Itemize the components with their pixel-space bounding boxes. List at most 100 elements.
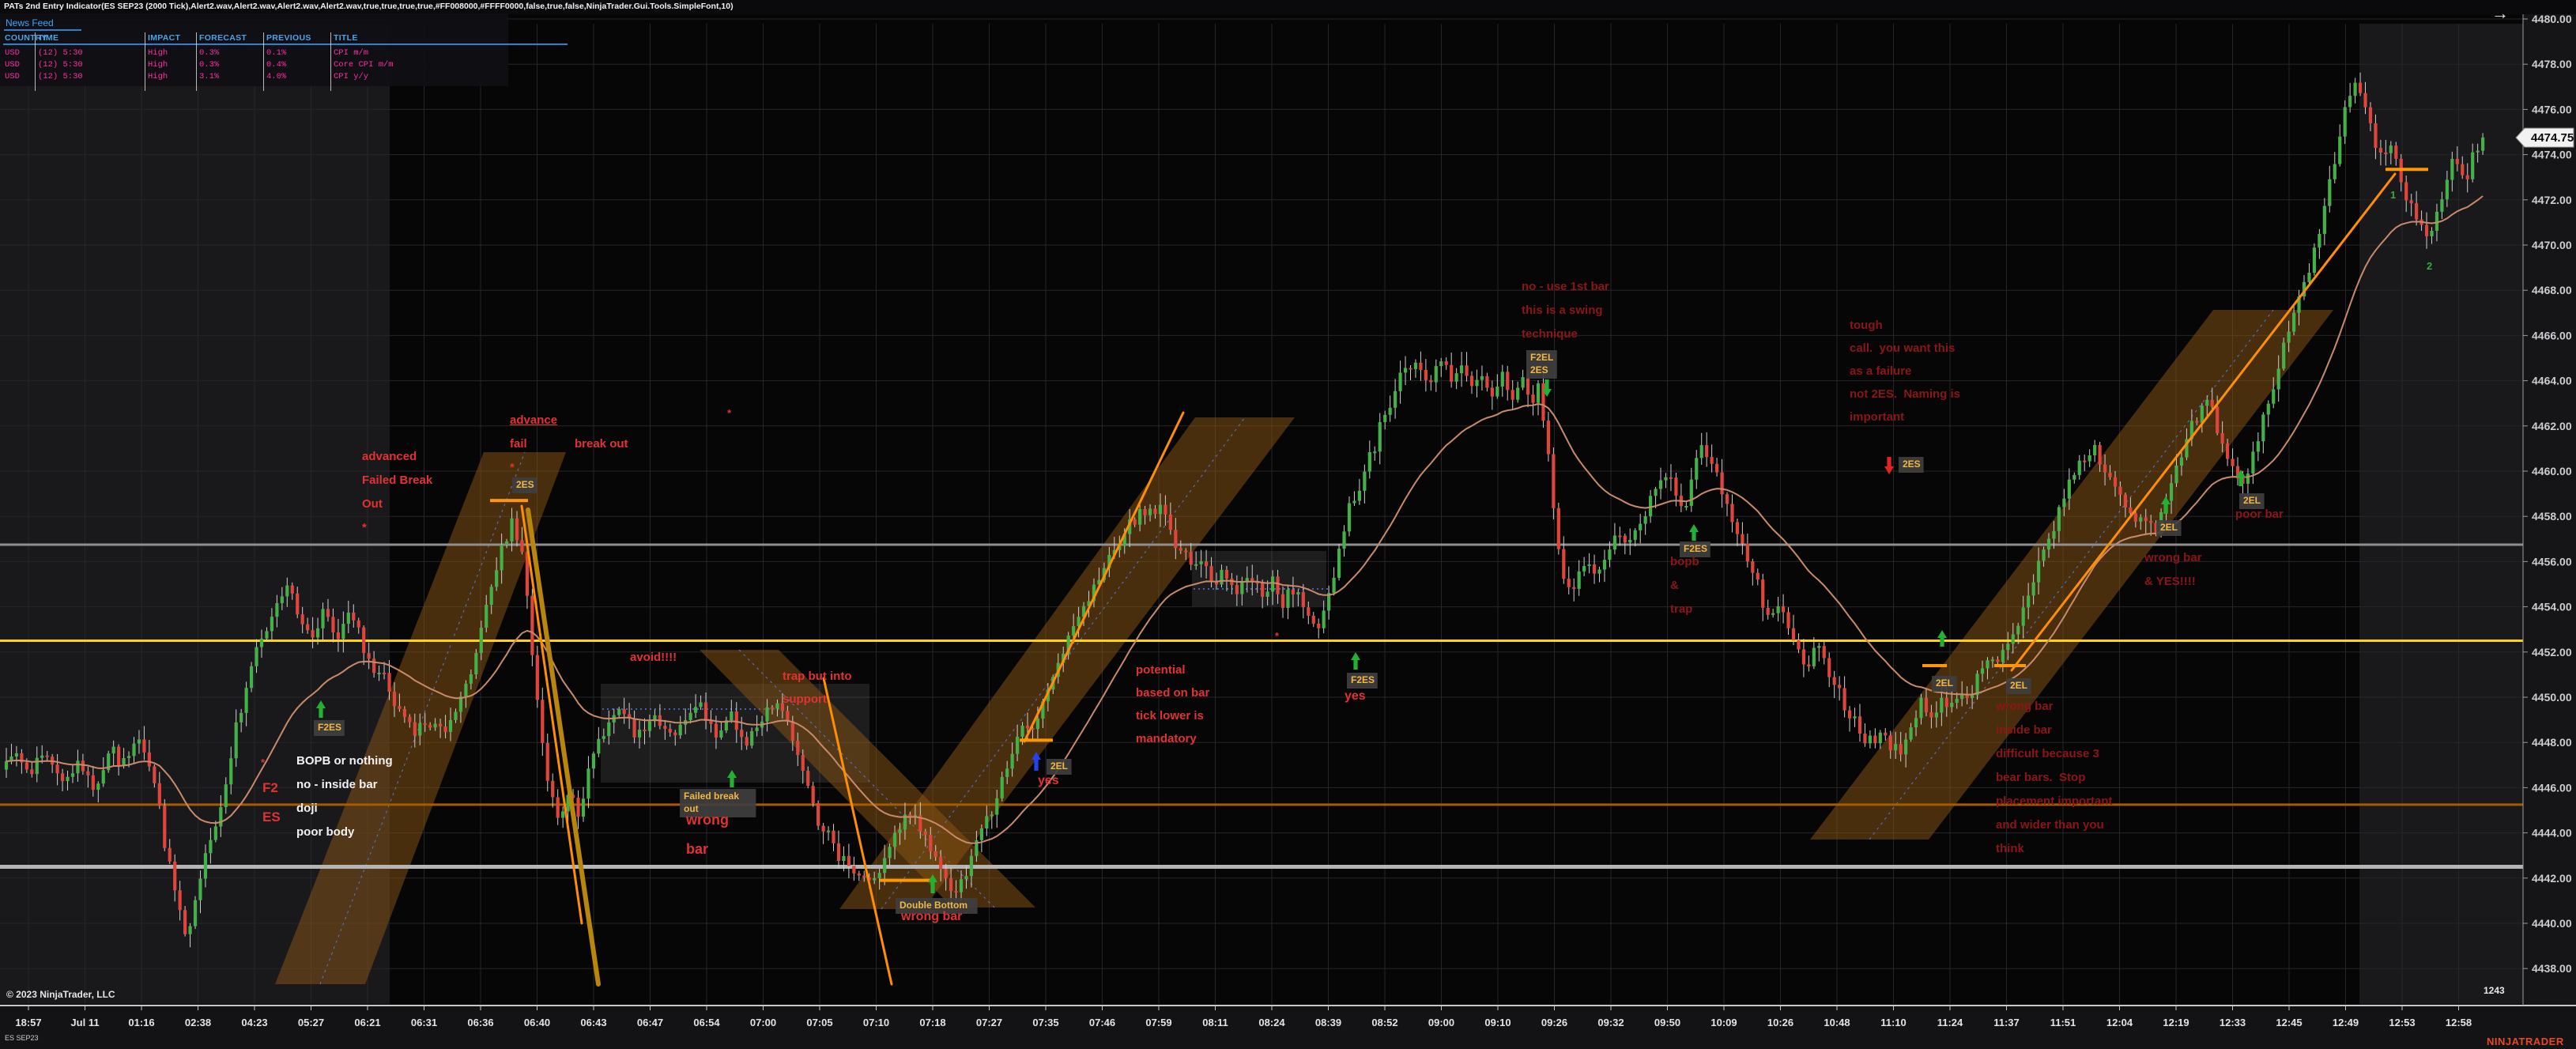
candlestick [4,760,9,770]
time-axis-label: 02:38 [185,1017,211,1028]
news-cell[interactable]: USD [5,48,20,58]
candlestick [637,730,642,738]
candlestick [1265,591,1269,597]
candlestick [132,743,136,757]
down-arrow-icon [1884,457,1894,474]
candlestick [1720,472,1724,495]
candlestick [903,814,907,830]
candlestick [91,775,95,791]
candlestick [1168,515,1172,530]
candlestick [2231,458,2235,466]
news-cell[interactable]: 0.3% [199,60,220,70]
axes[interactable]: 4480.00 4478.00 4476.00 4474.00 4472.00 4470.… [0,13,2576,1028]
annotation-text: * [261,757,266,768]
candlestick [275,603,279,617]
news-cell[interactable]: 3.1% [199,72,220,81]
candlestick [990,814,994,817]
news-cell[interactable]: (12) 5:30 [38,60,83,70]
candlestick [2358,82,2363,93]
candlestick [428,725,432,728]
news-cell[interactable]: High [148,72,168,81]
candlestick [892,832,897,847]
candlestick [2322,206,2326,234]
time-axis-label: 07:00 [750,1017,776,1028]
candlestick [209,840,213,854]
news-cell[interactable]: USD [5,60,20,70]
candlestick [995,798,999,815]
candlestick [734,711,738,730]
candlestick [1230,578,1234,586]
candlestick [2031,582,2035,596]
news-cell[interactable]: High [148,48,168,58]
news-feed-tab[interactable]: News Feed [6,17,54,28]
candlestick [602,736,605,739]
candlestick [939,856,943,870]
annotation-text: wrong bar [686,812,729,857]
candlestick [1000,776,1004,798]
candlestick [25,762,28,770]
candlestick [2440,199,2444,212]
candlestick [244,688,248,713]
candlestick [1710,457,1714,464]
candlestick [101,770,105,784]
time-axis-label: 12:45 [2276,1017,2302,1028]
candlestick [1699,445,1703,458]
candlestick [2338,136,2342,164]
news-cell[interactable]: 0.1% [266,48,287,58]
candlestick [1092,584,1096,602]
news-cell[interactable]: 0.4% [266,60,287,70]
candlestick [908,814,912,818]
candlestick [1986,660,1990,669]
candlestick [1919,697,1923,719]
candlestick [1307,607,1311,616]
news-cell[interactable]: 0.3% [199,48,220,58]
candlestick [1317,623,1321,628]
price-axis-label: 4450.00 [2532,691,2572,704]
news-column-header: FORECAST [199,33,247,43]
news-cell[interactable]: CPI m/m [334,48,369,58]
candlestick [1383,414,1387,422]
candlestick [2297,296,2301,313]
candlestick [198,878,202,900]
candlestick [2226,443,2230,459]
candlestick [290,585,294,594]
news-cell[interactable]: 4.0% [266,72,287,81]
candlestick [1674,477,1678,496]
news-cell[interactable]: CPI y/y [334,72,369,81]
news-cell[interactable]: High [148,60,168,70]
time-axis-label: 12:58 [2446,1017,2472,1028]
candlestick [561,811,565,818]
candlestick [607,722,611,737]
trendline [1023,411,1185,743]
candlesticks [4,72,2485,948]
news-cell[interactable]: (12) 5:30 [38,72,83,81]
time-axis-label: 10:09 [1710,1017,1737,1028]
candlestick [545,742,549,781]
indicator-title: PATs 2nd Entry Indicator(ES SEP23 (2000 … [4,2,734,11]
news-cell[interactable]: (12) 5:30 [38,48,83,58]
candlestick [520,540,524,553]
price-axis-label: 4468.00 [2532,284,2572,296]
candlestick [9,756,13,761]
session-band [2359,24,2523,1004]
candlestick [1122,534,1126,546]
candlestick [1235,585,1239,594]
news-cell[interactable]: USD [5,72,20,81]
candlestick [1495,386,1499,397]
candlestick [1097,579,1101,585]
candlestick [1240,582,1244,594]
candlestick [1817,646,1821,648]
candlestick [2481,137,2485,151]
news-column-separator [263,32,264,91]
candlestick [2016,625,2020,635]
news-cell[interactable]: Core CPI m/m [334,60,394,70]
time-axis-label: 08:24 [1258,1017,1285,1028]
up-arrow-icon [1937,630,1947,647]
candlestick [2455,158,2459,164]
candlestick [1128,519,1132,534]
candlestick [765,707,769,722]
scroll-to-latest-icon[interactable]: → [2491,3,2509,23]
candlestick [178,890,182,911]
candlestick [643,730,647,732]
